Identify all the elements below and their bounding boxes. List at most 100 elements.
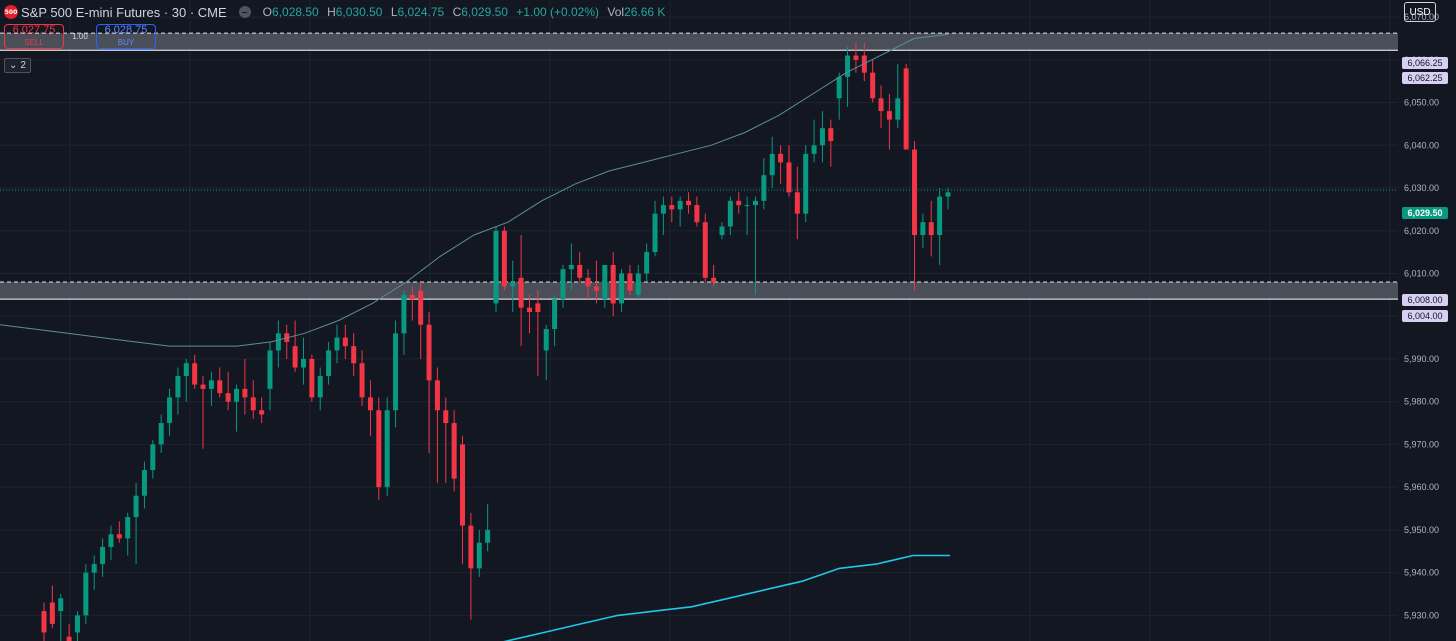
y-tick-label: 6,070.00 bbox=[1404, 12, 1439, 22]
candle-body bbox=[644, 252, 650, 274]
trading-panel: 6,027.75 SELL 1.00 6,028.75 BUY bbox=[4, 24, 156, 49]
candle-body bbox=[811, 145, 817, 154]
candle-body bbox=[853, 55, 859, 60]
candle-body bbox=[761, 175, 767, 201]
candle-body bbox=[376, 410, 382, 488]
candle-body bbox=[518, 277, 524, 308]
candle-body bbox=[418, 290, 424, 325]
candle-body bbox=[903, 68, 909, 150]
candle-body bbox=[928, 222, 934, 236]
candle-body bbox=[41, 611, 47, 633]
candle-body bbox=[819, 128, 825, 146]
candle-body bbox=[878, 98, 884, 112]
symbol-title[interactable]: S&P 500 E-mini Futures · 30 · CME bbox=[21, 4, 227, 20]
candle-body bbox=[292, 346, 298, 368]
chevron-down-icon: ⌄ bbox=[9, 60, 18, 71]
candle-body bbox=[451, 423, 457, 479]
candle-body bbox=[635, 273, 641, 295]
zone-bottom-upper-label: 6,008.00 bbox=[1402, 294, 1448, 306]
candle-body bbox=[108, 534, 114, 547]
indicators-toggle[interactable]: ⌄ 2 bbox=[4, 58, 31, 73]
candle-body bbox=[627, 273, 633, 291]
candle-body bbox=[342, 337, 348, 347]
candle-body bbox=[543, 329, 549, 351]
candle-body bbox=[526, 307, 532, 312]
candle-body bbox=[769, 153, 775, 176]
buy-button[interactable]: 6,028.75 BUY bbox=[96, 24, 156, 49]
candle-body bbox=[552, 299, 558, 330]
candle-body bbox=[317, 376, 323, 398]
candle-body bbox=[937, 196, 943, 236]
currency-selector[interactable]: USD bbox=[1404, 2, 1436, 22]
candle-body bbox=[577, 264, 583, 278]
zone-top-lower-label: 6,062.25 bbox=[1402, 72, 1448, 84]
candle-body bbox=[485, 529, 491, 543]
minus-icon[interactable]: – bbox=[238, 6, 251, 18]
candle-body bbox=[300, 358, 306, 368]
moving-average-slow bbox=[503, 554, 950, 641]
candle-body bbox=[460, 444, 466, 526]
candle-body bbox=[501, 230, 507, 287]
candle-body bbox=[752, 200, 758, 206]
open-value: 6,028.50 bbox=[272, 5, 319, 19]
candle-body bbox=[426, 324, 432, 381]
sell-price: 6,027.75 bbox=[12, 24, 56, 36]
candle-body bbox=[359, 363, 365, 398]
candle-body bbox=[686, 200, 692, 206]
candle-body bbox=[58, 598, 64, 612]
candle-body bbox=[351, 346, 357, 364]
candle-body bbox=[158, 423, 164, 445]
moving-average-fast bbox=[0, 33, 949, 347]
candle-body bbox=[242, 388, 248, 398]
candle-body bbox=[225, 393, 231, 402]
y-tick-label: 5,930.00 bbox=[1404, 610, 1439, 620]
indicators-count: 2 bbox=[20, 60, 26, 71]
y-tick-label: 5,990.00 bbox=[1404, 354, 1439, 364]
candle-body bbox=[83, 572, 89, 616]
high-value: 6,030.50 bbox=[335, 5, 383, 19]
low-value: 6,024.75 bbox=[397, 5, 445, 19]
close-value: 6,029.50 bbox=[461, 5, 508, 19]
candle-body bbox=[660, 205, 666, 214]
candle-body bbox=[610, 264, 616, 304]
candle-body bbox=[150, 444, 156, 471]
y-tick-label: 5,950.00 bbox=[1404, 525, 1439, 535]
candle-body bbox=[602, 264, 608, 300]
candle-body bbox=[183, 363, 189, 377]
y-tick-label: 6,020.00 bbox=[1404, 226, 1439, 236]
candle-body bbox=[208, 380, 214, 389]
candle-body bbox=[619, 273, 625, 304]
candle-body bbox=[945, 192, 951, 197]
candle-body bbox=[133, 495, 139, 518]
candle-body bbox=[711, 277, 717, 283]
y-tick-label: 5,960.00 bbox=[1404, 482, 1439, 492]
volume-value: 26.66 K bbox=[624, 5, 666, 19]
candle-body bbox=[886, 111, 892, 120]
buy-label: BUY bbox=[117, 38, 135, 47]
y-tick-label: 6,030.00 bbox=[1404, 183, 1439, 193]
quantity-value[interactable]: 1.00 bbox=[72, 32, 88, 41]
candle-body bbox=[91, 564, 97, 573]
candle-body bbox=[393, 333, 399, 411]
candle-body bbox=[694, 205, 700, 223]
y-tick-label: 5,940.00 bbox=[1404, 568, 1439, 578]
candle-body bbox=[334, 337, 340, 351]
candle-body bbox=[326, 350, 332, 377]
sell-button[interactable]: 6,027.75 SELL bbox=[4, 24, 64, 49]
candle-body bbox=[895, 98, 901, 120]
candle-body bbox=[736, 200, 742, 206]
change-value: +1.00 (+0.02%) bbox=[516, 5, 600, 19]
candle-body bbox=[510, 282, 516, 287]
candle-body bbox=[585, 277, 591, 287]
y-tick-label: 5,980.00 bbox=[1404, 397, 1439, 407]
candle-body bbox=[677, 200, 683, 210]
candle-body bbox=[443, 410, 449, 424]
candle-body bbox=[669, 205, 675, 210]
candle-body bbox=[434, 380, 440, 411]
sell-label: SELL bbox=[24, 38, 44, 47]
zone-top-upper-label: 6,066.25 bbox=[1402, 57, 1448, 69]
candle-body bbox=[593, 286, 599, 291]
candle-body bbox=[778, 153, 784, 163]
candle-body bbox=[192, 363, 198, 385]
